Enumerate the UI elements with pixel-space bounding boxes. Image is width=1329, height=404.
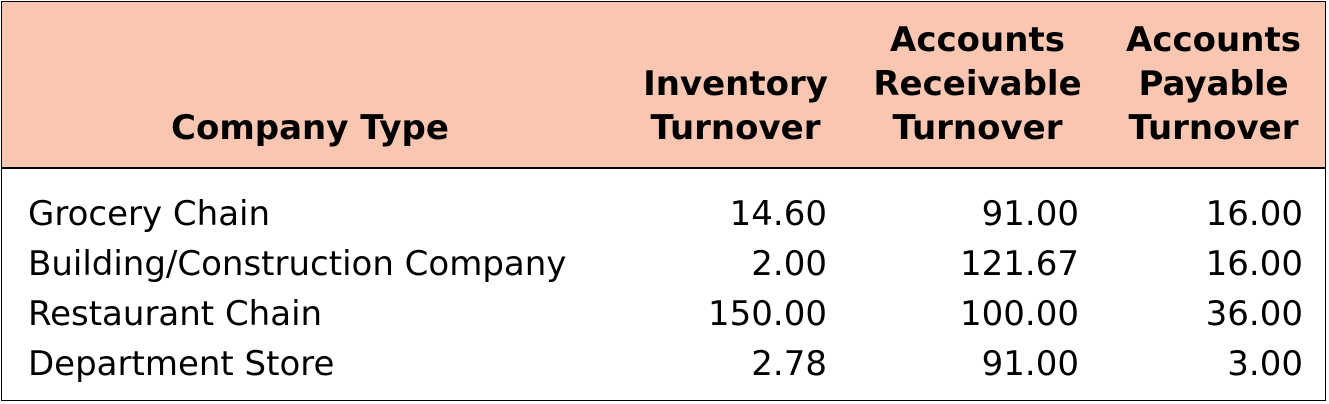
cell-company-type: Grocery Chain bbox=[28, 194, 271, 234]
table-row: Department Store 2.78 91.00 3.00 bbox=[2, 339, 1325, 389]
cell-accounts-payable-turnover: 16.00 bbox=[1205, 194, 1303, 234]
cell-inventory-turnover: 2.00 bbox=[751, 244, 827, 284]
header-inventory-turnover: Inventory Turnover bbox=[643, 64, 828, 148]
cell-accounts-payable-turnover: 3.00 bbox=[1227, 344, 1303, 384]
header-accounts-receivable-turnover: Accounts Receivable Turnover bbox=[873, 20, 1082, 148]
cell-accounts-receivable-turnover: 121.67 bbox=[960, 244, 1079, 284]
cell-inventory-turnover: 14.60 bbox=[729, 194, 827, 234]
cell-company-type: Restaurant Chain bbox=[28, 294, 323, 334]
cell-accounts-receivable-turnover: 91.00 bbox=[981, 194, 1079, 234]
cell-inventory-turnover: 2.78 bbox=[751, 344, 827, 384]
table-row: Restaurant Chain 150.00 100.00 36.00 bbox=[2, 289, 1325, 339]
table-body: Grocery Chain 14.60 91.00 16.00 Building… bbox=[2, 189, 1325, 389]
header-company-type: Company Type bbox=[171, 108, 449, 148]
cell-inventory-turnover: 150.00 bbox=[708, 294, 827, 334]
cell-company-type: Department Store bbox=[28, 344, 335, 384]
cell-accounts-receivable-turnover: 91.00 bbox=[981, 344, 1079, 384]
header-accounts-payable-turnover: Accounts Payable Turnover bbox=[1126, 20, 1301, 148]
table-row: Grocery Chain 14.60 91.00 16.00 bbox=[2, 189, 1325, 239]
cell-company-type: Building/Construction Company bbox=[28, 244, 567, 284]
table-row: Building/Construction Company 2.00 121.6… bbox=[2, 239, 1325, 289]
cell-accounts-payable-turnover: 36.00 bbox=[1205, 294, 1303, 334]
cell-accounts-payable-turnover: 16.00 bbox=[1205, 244, 1303, 284]
cell-accounts-receivable-turnover: 100.00 bbox=[960, 294, 1079, 334]
table-header: Company Type Inventory Turnover Accounts… bbox=[2, 2, 1325, 169]
